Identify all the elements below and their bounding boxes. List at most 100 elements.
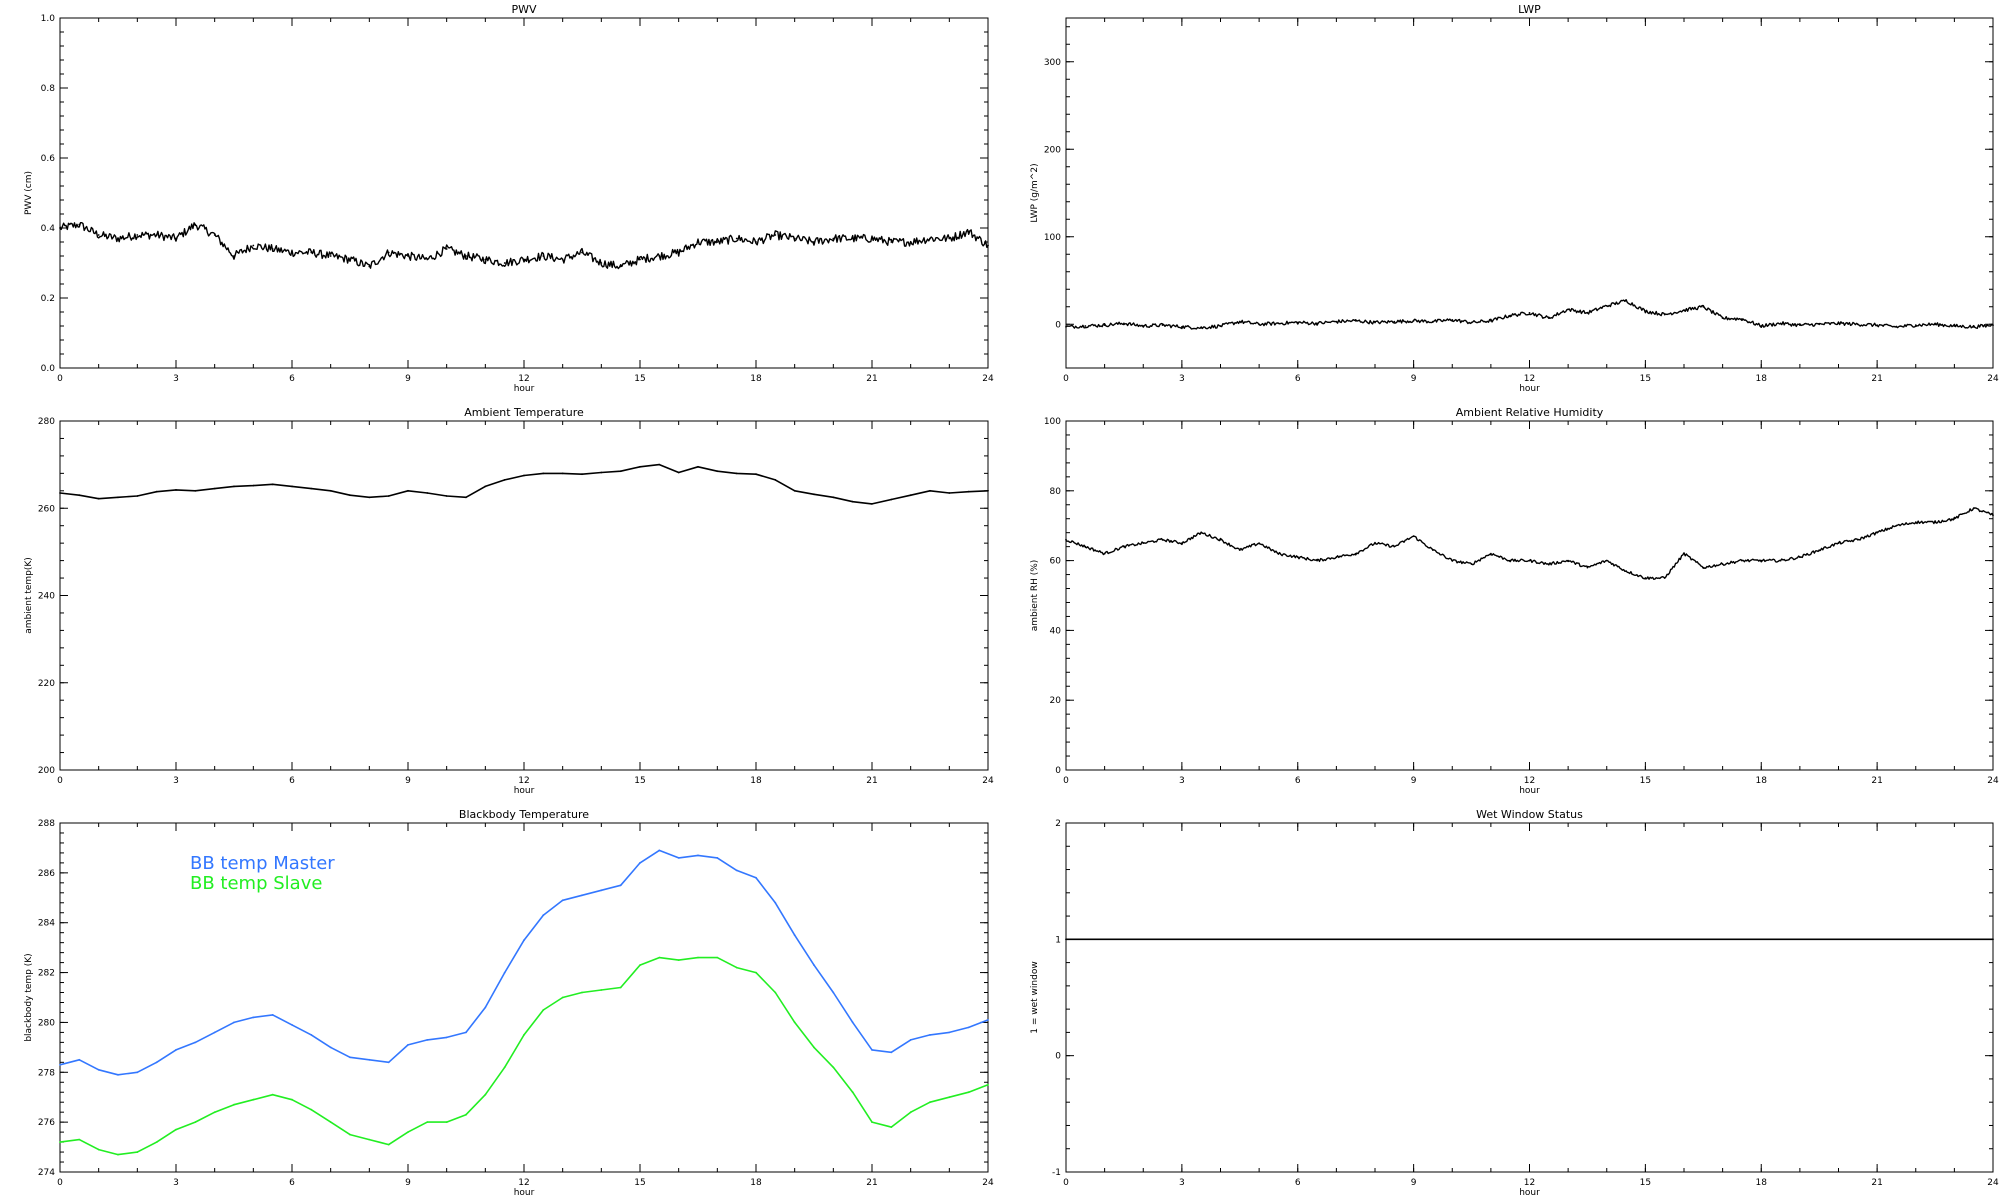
data-point [793,237,796,240]
data-point [1702,305,1705,308]
data-point [581,894,583,897]
x-tick-label: 0 [57,1178,63,1188]
data-point [716,956,719,959]
data-point [1219,538,1222,541]
series-line [59,463,989,505]
data-point [851,237,854,240]
data-point [349,494,351,497]
data-point [639,964,641,966]
data-point [987,1019,989,1021]
data-point [735,869,738,872]
data-point [1354,552,1357,555]
x-tick-label: 6 [289,374,295,384]
x-tick-label: 6 [289,1178,295,1188]
data-point [136,1151,139,1153]
x-tick-label: 21 [1871,776,1882,786]
panel-title: LWP [1518,3,1541,16]
data-point [987,489,989,492]
data-point [291,485,293,488]
x-tick-label: 6 [1295,776,1301,786]
data-point [233,255,235,257]
data-point [871,237,873,240]
data-point [1277,322,1280,325]
data-point [368,496,371,499]
data-point [1432,320,1434,323]
data-point [1509,314,1512,317]
x-tick-label: 6 [289,776,295,786]
data-point [542,1009,545,1011]
data-point [1760,559,1763,562]
plot-frame [59,420,989,771]
data-point [1528,559,1531,562]
data-point [484,1093,487,1096]
data-point [155,1141,158,1143]
y-axis-label: LWP (g/m^2) [1030,163,1040,222]
data-point [426,258,429,261]
data-point [445,248,448,250]
y-tick-label: 20 [1050,696,1062,706]
data-point [465,1113,467,1116]
data-point [697,956,699,959]
x-tick-label: 3 [1179,374,1185,384]
data-point [291,1098,293,1101]
data-point [233,485,235,488]
data-point [755,876,757,879]
data-point [1335,320,1338,323]
data-point [1181,542,1183,544]
data-point [1181,326,1183,328]
data-point [368,265,371,268]
data-point [929,237,931,240]
y-tick-label: 278 [38,1068,55,1078]
x-tick-label: 9 [1411,776,1417,786]
data-point [987,1083,989,1086]
data-point [929,489,931,492]
data-point [1547,563,1550,565]
data-point [948,1031,951,1034]
y-axis-label: PWV (cm) [24,171,34,215]
data-point [1084,325,1087,327]
x-axis-label: hour [514,1188,535,1198]
plot-frame [59,17,989,369]
data-point [97,497,100,500]
x-axis-label: hour [1519,1188,1540,1198]
data-point [1741,318,1743,320]
data-point [349,258,351,261]
data-point [175,1128,177,1131]
data-point [561,472,564,475]
data-point [78,494,81,497]
data-point [813,493,815,496]
data-point [213,487,216,490]
data-point [1625,570,1627,572]
x-tick-label: 3 [173,776,179,786]
data-point [503,971,506,974]
data-point [97,1068,100,1071]
data-point [1296,556,1299,558]
data-point [1258,323,1260,326]
y-tick-label: 280 [38,1018,55,1028]
data-point [329,1121,332,1123]
y-axis-label: ambient RH (%) [1030,560,1040,632]
data-point [1818,323,1821,326]
x-axis-label: hour [1519,384,1540,394]
data-point [213,1031,216,1034]
data-point [1837,322,1840,325]
data-point [1934,323,1936,326]
data-point [1451,319,1454,321]
x-tick-label: 12 [518,1178,529,1188]
x-tick-label: 6 [1295,1178,1301,1188]
data-point [909,1111,912,1114]
data-point [1876,531,1878,534]
data-point [1393,545,1396,548]
data-point [716,857,719,859]
data-point [697,465,699,468]
data-point [1992,938,1994,941]
x-tick-label: 24 [1987,374,1999,384]
data-point [252,244,255,247]
data-point [117,1153,119,1156]
data-point [1779,322,1782,325]
data-point [1123,322,1125,325]
y-tick-label: 300 [1044,58,1061,68]
x-tick-label: 0 [1063,1178,1069,1188]
data-point [1528,312,1531,314]
data-point [407,489,409,492]
